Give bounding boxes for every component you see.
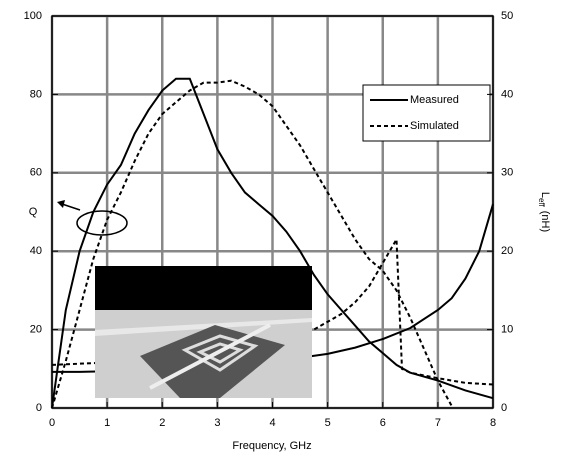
y-tick-label: 40 <box>30 245 42 257</box>
inset-lead <box>149 323 271 390</box>
y2-tick-label: 20 <box>501 245 513 257</box>
x-tick-label: 2 <box>159 417 165 429</box>
y-tick-label: 0 <box>36 402 42 414</box>
inset-coil-inner <box>196 342 244 364</box>
annotation-ellipse <box>76 210 128 236</box>
y2-tick-label: 10 <box>501 324 513 336</box>
inset-image <box>95 266 312 398</box>
y2-axis-label: Leff (nH) <box>537 192 551 232</box>
x-tick-label: 8 <box>490 417 496 429</box>
y2-label-main: L <box>539 192 551 198</box>
y2-tick-label: 0 <box>501 402 507 414</box>
y2-tick-label: 50 <box>501 10 513 22</box>
legend-box <box>362 84 491 142</box>
y2-label-sub: eff <box>537 198 546 208</box>
y2-tick-label: 30 <box>501 167 513 179</box>
x-tick-label: 6 <box>380 417 386 429</box>
inset-sky <box>95 266 312 310</box>
y-axis-label: Q <box>29 206 38 218</box>
x-axis-label: Frequency, GHz <box>232 440 311 452</box>
y2-tick-label: 40 <box>501 88 513 100</box>
y-tick-label: 20 <box>30 324 42 336</box>
x-tick-label: 1 <box>104 417 110 429</box>
x-tick-label: 7 <box>435 417 441 429</box>
inset-coil <box>181 334 259 372</box>
x-tick-label: 5 <box>325 417 331 429</box>
legend-label: Simulated <box>410 120 459 132</box>
series-line <box>51 77 494 409</box>
annotation-arrow <box>61 203 81 211</box>
y-tick-label: 100 <box>24 10 42 22</box>
x-tick-label: 0 <box>49 417 55 429</box>
series-line <box>51 79 453 409</box>
x-tick-label: 3 <box>214 417 220 429</box>
legend-label: Measured <box>410 94 459 106</box>
y2-label-unit: (nH) <box>539 211 551 232</box>
y-tick-label: 80 <box>30 88 42 100</box>
inset-floor-line <box>95 318 312 336</box>
legend: Measured Simulated <box>362 84 491 142</box>
annotation-arrowhead <box>57 200 65 208</box>
y-tick-label: 60 <box>30 167 42 179</box>
x-tick-label: 4 <box>269 417 275 429</box>
